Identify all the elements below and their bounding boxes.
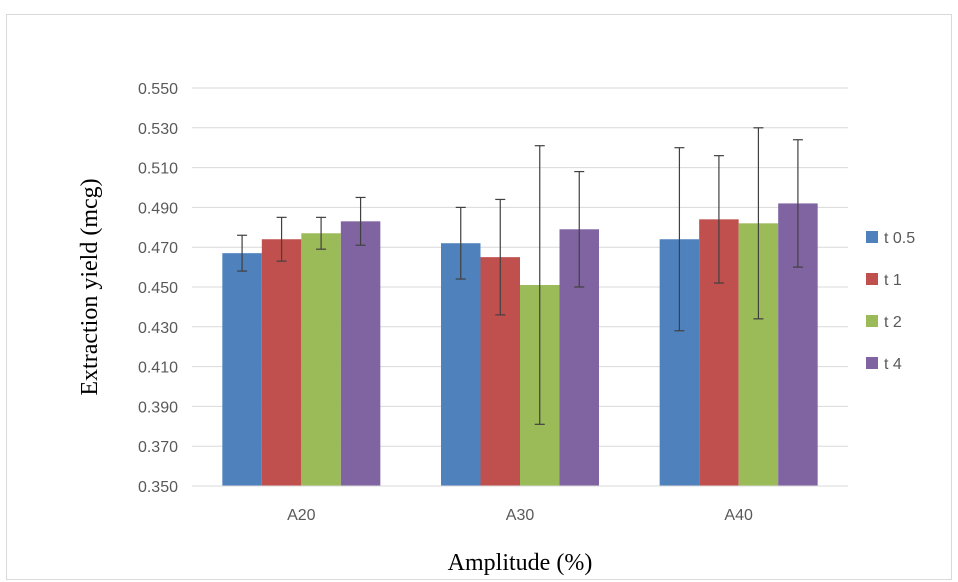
- y-tick-label: 0.530: [138, 121, 178, 138]
- legend-label: t 1: [884, 272, 902, 289]
- error-bar: [792, 139, 803, 268]
- x-tick-label: A40: [724, 507, 753, 524]
- legend-item: t 2: [866, 314, 902, 331]
- y-tick-label: 0.490: [138, 200, 178, 217]
- bar-a20-series-0: [222, 253, 262, 486]
- legend: t 0.5 t 1 t 2 t 4: [866, 230, 915, 373]
- legend-label: t 0.5: [884, 230, 915, 247]
- x-axis-ticks: A20 A30 A40: [287, 507, 753, 524]
- y-tick-label: 0.370: [138, 439, 178, 456]
- error-bar: [316, 216, 327, 250]
- error-bar: [713, 155, 724, 284]
- x-tick-label: A30: [506, 507, 535, 524]
- y-tick-label: 0.450: [138, 280, 178, 297]
- y-tick-label: 0.350: [138, 479, 178, 496]
- legend-label: t 4: [884, 356, 902, 373]
- error-bar: [276, 216, 287, 262]
- y-tick-label: 0.550: [138, 81, 178, 98]
- y-axis-title: Extraction yield (mcg): [77, 178, 103, 395]
- bar-a30-series-0: [441, 243, 481, 486]
- y-tick-label: 0.410: [138, 360, 178, 377]
- error-bar: [355, 196, 366, 246]
- legend-swatch: [866, 315, 878, 327]
- error-bar: [574, 170, 585, 288]
- bar-a20-series-1: [261, 239, 302, 486]
- legend-swatch: [866, 231, 878, 243]
- legend-swatch: [866, 357, 878, 369]
- error-bars: [237, 127, 803, 425]
- legend-label: t 2: [884, 314, 902, 331]
- bar-a20-series-3: [340, 221, 381, 486]
- x-tick-label: A20: [287, 507, 316, 524]
- error-bar: [455, 206, 466, 280]
- error-bar: [495, 198, 506, 316]
- error-bar: [534, 145, 545, 425]
- y-tick-label: 0.430: [138, 320, 178, 337]
- y-tick-label: 0.510: [138, 161, 178, 178]
- error-bar: [237, 234, 248, 272]
- legend-item: t 1: [866, 272, 902, 289]
- error-bar: [753, 127, 764, 320]
- legend-swatch: [866, 273, 878, 285]
- y-tick-label: 0.470: [138, 240, 178, 257]
- legend-item: t 0.5: [866, 230, 915, 247]
- legend-item: t 4: [866, 356, 902, 373]
- y-tick-label: 0.390: [138, 399, 178, 416]
- bar-a20-series-2: [301, 233, 341, 486]
- error-bar: [674, 147, 685, 332]
- y-axis-ticks: 0.350 0.370 0.390 0.410 0.430 0.450 0.470 0.490…: [138, 81, 178, 496]
- x-axis-title: Amplitude (%): [448, 550, 593, 576]
- bars: [222, 203, 818, 487]
